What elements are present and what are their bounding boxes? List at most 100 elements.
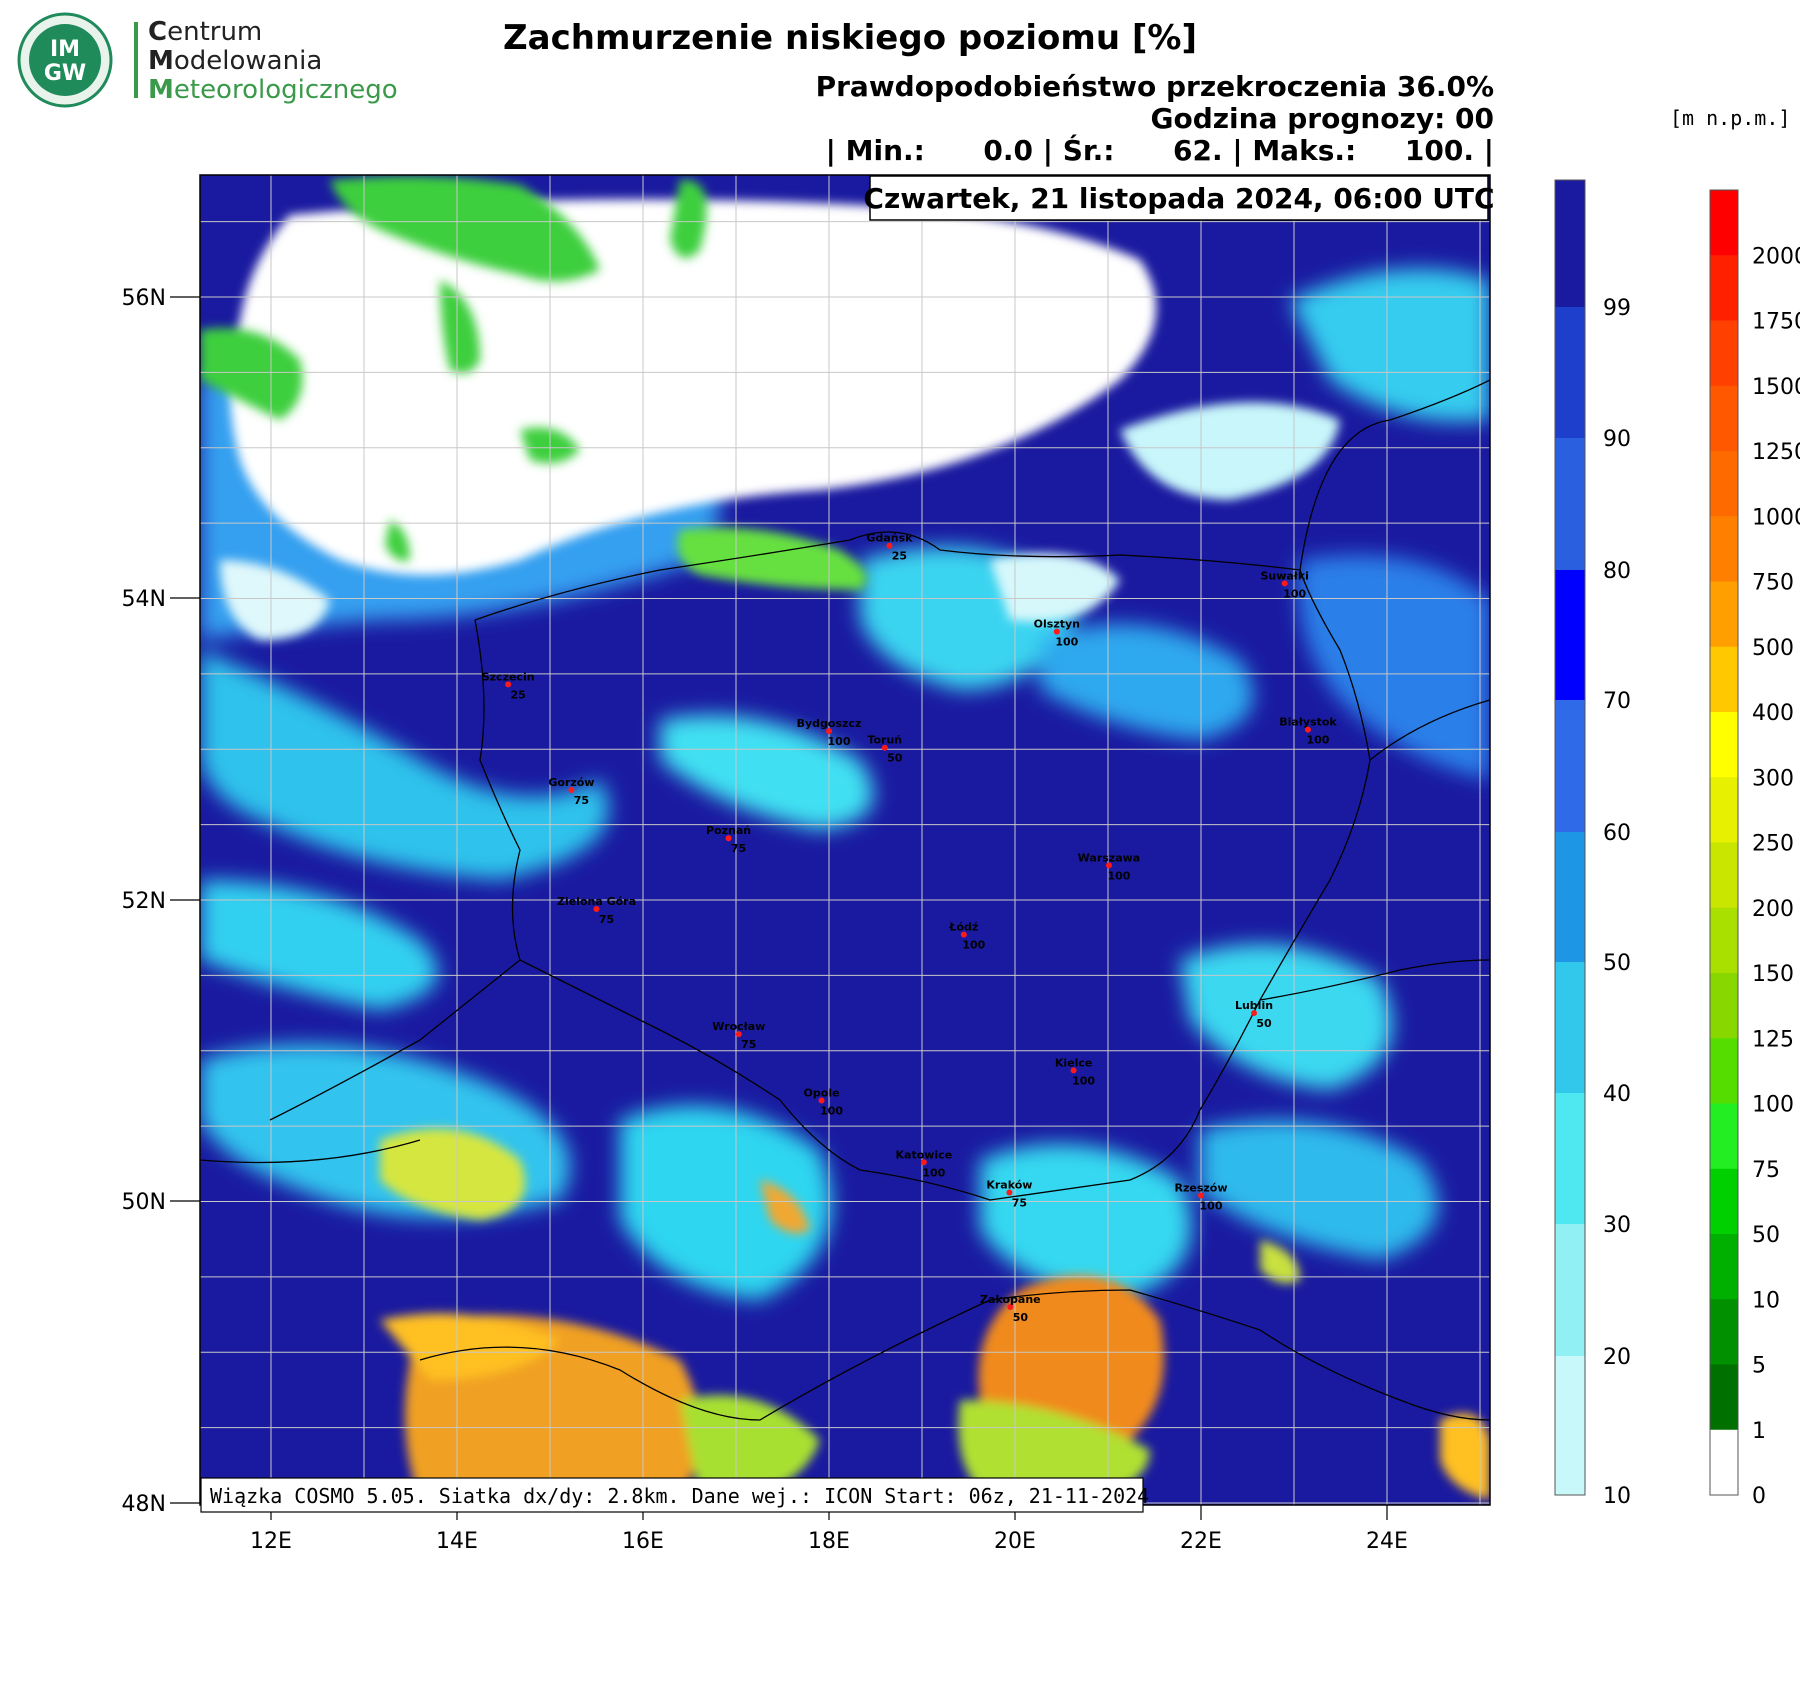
colorbar-height-label: 50 (1752, 1223, 1780, 1248)
city-value: 75 (1012, 1196, 1027, 1209)
colorbar-segment (1555, 438, 1585, 570)
city-name: Zakopane (980, 1293, 1041, 1306)
city-marker: Toruń 50 (867, 734, 902, 765)
city-marker: Białystok 100 (1279, 716, 1337, 747)
colorbar-height: 2000175015001250100075050040030025020015… (1709, 189, 1800, 1509)
city-marker: Lublin 50 (1235, 999, 1273, 1030)
city-dot (920, 1159, 927, 1166)
city-name: Poznań (706, 824, 751, 837)
colorbar-segment (1710, 1429, 1738, 1496)
logo-line-2: Modelowania (148, 46, 323, 76)
colorbar-height-label: 500 (1752, 636, 1794, 661)
city-dot (818, 1097, 825, 1104)
colorbar-segment (1710, 1299, 1738, 1365)
colorbar-height-label: 1 (1752, 1419, 1766, 1444)
city-value: 75 (741, 1038, 756, 1051)
colorbar-frame (1709, 189, 1739, 1496)
city-name: Bydgoszcz (797, 717, 862, 730)
city-name: Opole (804, 1086, 840, 1099)
city-dot (1251, 1010, 1258, 1017)
stats-label: | Min.: 0.0 | Śr.: 62. | Maks.: 100. | (825, 134, 1494, 167)
colorbar-segment (1710, 190, 1738, 256)
city-value: 25 (892, 550, 907, 563)
footer-note: Wiązka COSMO 5.05. Siatka dx/dy: 2.8km. … (210, 1484, 1149, 1508)
city-dot (1198, 1192, 1204, 1199)
units-label: [m n.p.m.] (1670, 106, 1791, 130)
city-name: Wrocław (712, 1020, 765, 1033)
colorbar-segment (1710, 842, 1738, 909)
city-marker: Wrocław 75 (712, 1020, 765, 1051)
colorbar-segment (1710, 255, 1738, 321)
colorbar-segment (1555, 180, 1585, 307)
colorbar-height-label: 1250 (1752, 440, 1800, 465)
lon-tick-14: 14E (436, 1505, 478, 1554)
colorbar-height-label: 125 (1752, 1027, 1794, 1052)
city-marker: Warszawa 100 (1078, 851, 1141, 882)
date-label: Czwartek, 21 listopada 2024, 06:00 UTC (863, 182, 1494, 215)
colorbar-cloud-label: 90 (1603, 427, 1631, 452)
city-dot (1070, 1067, 1077, 1074)
colorbar-height-label: 200 (1752, 897, 1794, 922)
city-name: Lublin (1235, 999, 1273, 1012)
lon-label: 14E (436, 1529, 478, 1554)
colorbar-cloud-label: 30 (1603, 1213, 1631, 1238)
lat-tick-52: 52N (122, 889, 200, 914)
cloud-field (200, 175, 1490, 1505)
colorbar-segment (1710, 1234, 1738, 1300)
city-name: Szczecin (482, 670, 535, 683)
colorbar-segment (1710, 1168, 1738, 1235)
city-marker: Kraków 75 (986, 1178, 1032, 1209)
colorbar-height-label: 1500 (1752, 375, 1800, 400)
city-name: Łódź (948, 921, 978, 934)
colorbar-height-label: 5 (1752, 1354, 1766, 1379)
logo-line-1: Centrum (148, 17, 263, 47)
lat-tick-50: 50N (122, 1190, 200, 1215)
city-name: Kielce (1055, 1056, 1093, 1069)
lon-tick-12: 12E (250, 1505, 292, 1554)
colorbar-segment (1710, 777, 1738, 843)
colorbar-height-label: 300 (1752, 766, 1794, 791)
lat-label: 50N (122, 1190, 166, 1215)
city-value: 100 (1283, 587, 1306, 600)
city-marker: Bydgoszcz 100 (797, 717, 862, 748)
colorbar-cloud-label: 10 (1603, 1484, 1631, 1509)
city-marker: Kielce 100 (1055, 1056, 1096, 1087)
city-value: 50 (887, 752, 903, 765)
city-value: 75 (731, 842, 746, 855)
badge-text-top: IM (50, 37, 80, 62)
city-value: 100 (820, 1104, 843, 1117)
city-name: Olsztyn (1034, 618, 1080, 631)
city-name: Rzeszów (1174, 1181, 1227, 1194)
colorbar-segment (1710, 1038, 1738, 1104)
colorbar-height-label: 0 (1752, 1484, 1766, 1509)
city-value: 100 (1055, 636, 1078, 649)
city-marker: Poznań 75 (706, 824, 751, 855)
city-value: 50 (1013, 1311, 1029, 1324)
probability-label: Prawdopodobieństwo przekroczenia 36.0% (815, 70, 1494, 103)
colorbar-segment (1710, 1364, 1738, 1431)
city-marker: Opole 100 (804, 1086, 844, 1117)
gridlines (200, 175, 1490, 1505)
city-value: 75 (574, 794, 589, 807)
colorbar-height-label: 1000 (1752, 505, 1800, 530)
colorbar-height-label: 10 (1752, 1288, 1780, 1313)
lon-label: 24E (1366, 1529, 1408, 1554)
colorbar-segment (1555, 1224, 1585, 1356)
city-marker: Gdańsk 25 (866, 532, 913, 563)
colorbar-cloud: 99 90 80 70 60 50 40 30 20 10 (1554, 179, 1631, 1509)
city-dot (735, 1031, 742, 1038)
colorbar-height-label: 100 (1752, 1093, 1794, 1118)
city-marker: Suwałki 100 (1260, 569, 1309, 600)
colorbar-cloud-label: 40 (1603, 1082, 1631, 1107)
city-marker: Olsztyn 100 (1034, 618, 1080, 649)
colorbar-cloud-label: 80 (1603, 559, 1631, 584)
city-name: Kraków (986, 1178, 1032, 1191)
colorbar-segment (1710, 646, 1738, 713)
lat-tick-54: 54N (122, 587, 200, 612)
colorbar-cloud-label: 20 (1603, 1345, 1631, 1370)
city-value: 100 (1107, 869, 1130, 882)
city-name: Gdańsk (866, 532, 913, 545)
colorbar-segment (1710, 451, 1738, 517)
lon-tick-16: 16E (622, 1505, 664, 1554)
lon-label: 22E (1180, 1529, 1222, 1554)
